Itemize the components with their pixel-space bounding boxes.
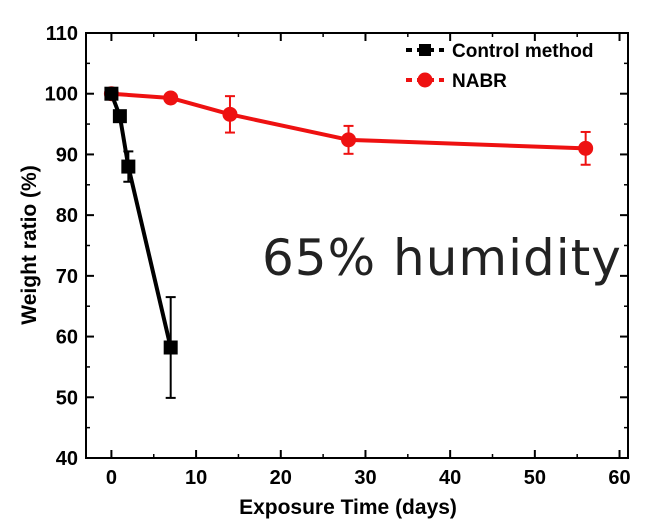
legend-marker-control	[419, 44, 431, 56]
y-tick-label: 100	[45, 84, 78, 106]
data-point	[578, 140, 594, 156]
legend-marker-nabr	[417, 72, 433, 88]
x-tick-label: 0	[106, 467, 117, 489]
y-tick-label: 110	[46, 23, 78, 45]
legend: Control method NABR	[406, 41, 593, 92]
tick-marks	[86, 32, 628, 459]
y-tick-label: 60	[56, 327, 78, 349]
y-axis-title: Weight ratio (%)	[18, 165, 41, 324]
data-point	[163, 90, 179, 106]
data-point	[341, 132, 357, 148]
x-tick-label: 50	[524, 467, 546, 489]
data-point	[112, 109, 127, 124]
x-tick-label: 30	[354, 467, 376, 489]
y-tick-label: 40	[56, 448, 78, 470]
humidity-annotation: 65% humidity	[262, 229, 622, 287]
y-tick-label: 70	[56, 266, 78, 288]
series-line-control-method	[109, 93, 173, 348]
y-tick-label: 50	[56, 387, 78, 409]
y-tick-label: 80	[56, 205, 78, 227]
x-tick-label: 40	[439, 467, 461, 489]
series-control-method	[104, 86, 178, 399]
data-point	[121, 159, 136, 174]
tick-labels: 0 10 20 30 40 50 60 40 50 60 70 80 90 100 110	[45, 23, 631, 489]
y-tick-label: 90	[56, 144, 78, 166]
data-point	[104, 86, 119, 101]
series-area	[103, 86, 594, 399]
data-point	[222, 106, 238, 122]
legend-label-control: Control method	[452, 41, 593, 62]
x-tick-label: 10	[185, 467, 207, 489]
legend-label-nabr: NABR	[452, 71, 507, 92]
x-tick-label: 20	[270, 467, 292, 489]
data-point	[163, 340, 178, 355]
x-axis-title: Exposure Time (days)	[239, 496, 457, 519]
x-tick-label: 60	[608, 467, 630, 489]
series-nabr	[103, 86, 594, 166]
